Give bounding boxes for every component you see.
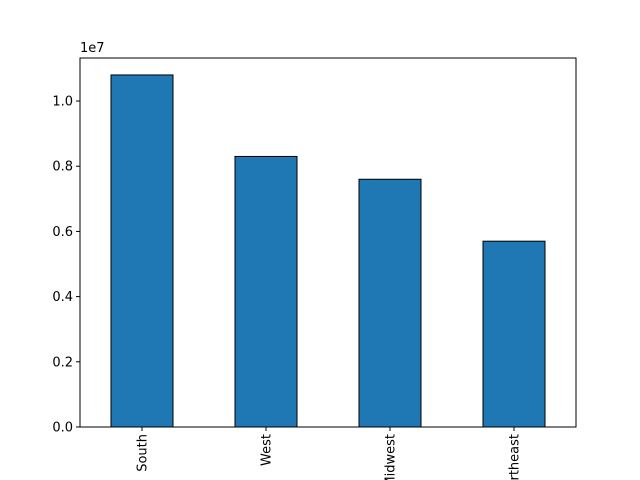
x-tick-label: Midwest	[384, 434, 399, 480]
y-tick-label: 0.0	[52, 421, 73, 436]
x-tick-label: Northeast	[508, 434, 523, 480]
y-tick-label: 0.8	[52, 160, 73, 175]
bar	[234, 155, 298, 428]
y-offset-label: 1e7	[80, 41, 105, 56]
bar	[110, 74, 174, 428]
x-tick-label: South	[136, 434, 151, 472]
y-tick-label: 0.4	[52, 290, 73, 305]
x-tick-label: West	[260, 434, 275, 466]
bar	[482, 240, 546, 428]
y-tick-label: 1.0	[52, 95, 73, 110]
bar	[358, 178, 422, 428]
y-tick-label: 0.2	[52, 355, 73, 370]
plot-frame	[79, 57, 577, 428]
y-tick-label: 0.6	[52, 225, 73, 240]
